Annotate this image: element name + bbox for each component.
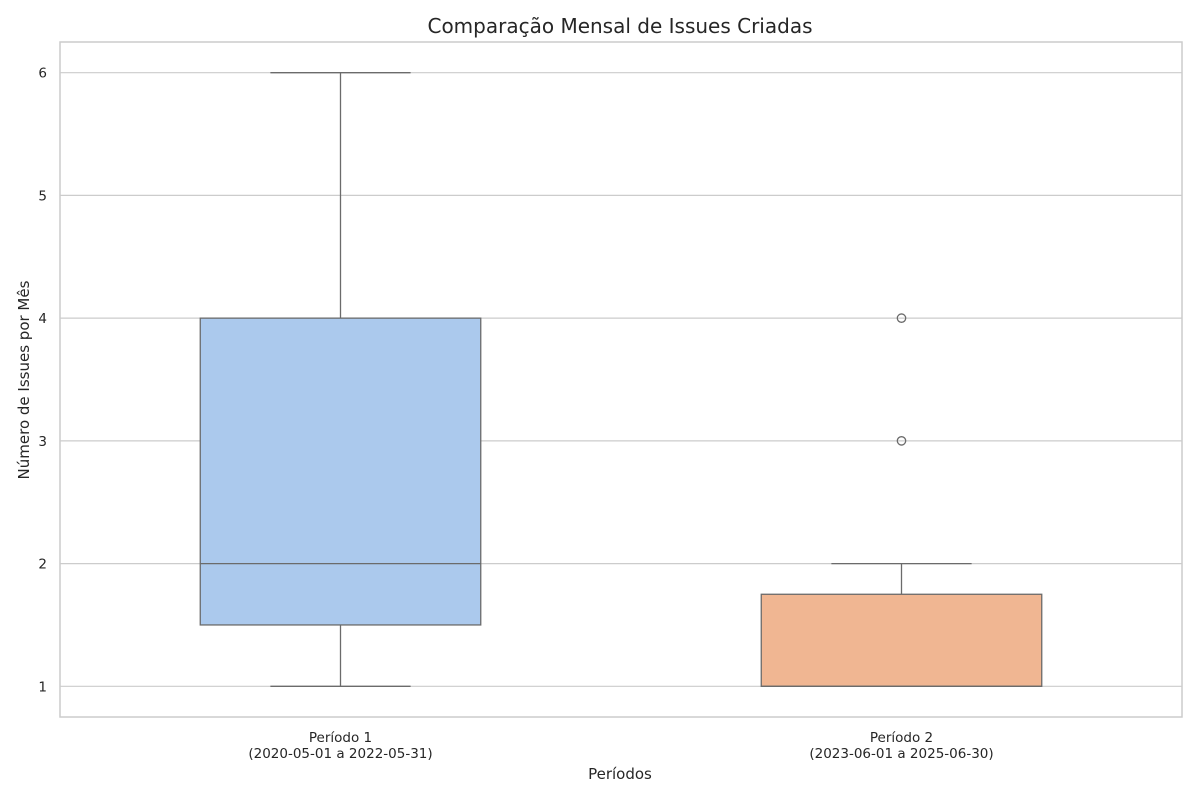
outlier-point (896, 436, 907, 446)
plot-frame (59, 41, 1183, 718)
box-iqr (760, 593, 1043, 687)
y-tick-label: 6 (38, 66, 47, 82)
y-tick-label: 3 (38, 434, 47, 450)
box-layer (199, 72, 1043, 687)
box-iqr (199, 317, 482, 626)
x-tick-label: Período 1 (2020-05-01 a 2022-05-31) (248, 730, 432, 762)
chart-title: Comparação Mensal de Issues Criadas (427, 14, 812, 38)
outlier-point (896, 313, 907, 323)
y-tick-label: 5 (38, 188, 47, 204)
x-tick-label: Período 2 (2023-06-01 a 2025-06-30) (809, 730, 993, 762)
box-group-2 (760, 313, 1043, 687)
y-tick-label: 1 (38, 679, 47, 695)
x-tick-labels: Período 1 (2020-05-01 a 2022-05-31) Períod… (248, 730, 993, 762)
x-axis-label: Períodos (588, 765, 652, 783)
y-tick-label: 2 (38, 557, 47, 573)
y-tick-labels: 1 2 3 4 5 6 (38, 66, 47, 696)
y-axis-label: Número de Issues por Mês (15, 280, 33, 479)
y-tick-label: 4 (38, 311, 47, 327)
box-group-1 (199, 72, 482, 687)
